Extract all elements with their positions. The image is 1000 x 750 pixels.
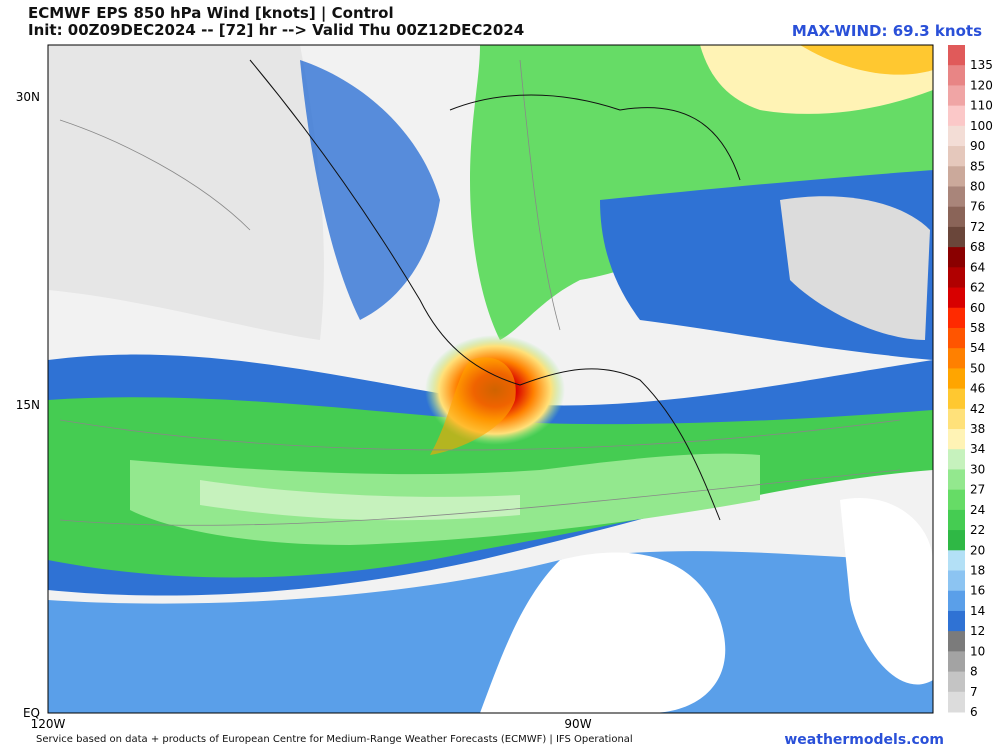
colorbar-swatch [948,408,965,430]
colorbar-label: 110 [970,99,993,113]
colorbar-swatch [948,287,965,309]
colorbar-swatch [948,226,965,248]
colorbar-label: 24 [970,503,985,517]
colorbar-label: 30 [970,462,985,476]
colorbar-swatch [948,166,965,187]
colorbar-label: 54 [970,341,985,355]
colorbar-swatch [948,388,965,410]
colorbar-label: 6 [970,705,978,719]
colorbar-swatch [948,368,965,390]
colorbar-label: 64 [970,260,985,274]
colorbar-label: 10 [970,644,985,658]
colorbar-label: 38 [970,422,985,436]
subtitle: Init: 00Z09DEC2024 -- [72] hr --> Valid … [28,21,525,39]
colorbar-label: 14 [970,604,985,618]
colorbar-swatch [948,651,965,673]
map-field [48,45,933,713]
colorbar-label: 20 [970,543,985,557]
lat-labels: 30N 15N EQ [16,90,40,720]
colorbar-label: 85 [970,159,985,173]
colorbar-label: 120 [970,78,993,92]
colorbar-label: 68 [970,240,985,254]
colorbar-swatch [948,267,965,289]
colorbar-swatch [948,610,965,632]
colorbar-swatch [948,671,965,693]
colorbar-label: 18 [970,564,985,578]
colorbar-label: 100 [970,119,993,133]
colorbar-label: 12 [970,624,985,638]
colorbar-swatch [948,327,965,349]
colorbar-swatch [948,105,965,127]
title: ECMWF EPS 850 hPa Wind [knots] | Control [28,4,394,22]
map-frame [47,44,934,714]
colorbar-label: 22 [970,523,985,537]
colorbar-label: 90 [970,139,985,153]
max-wind: MAX-WIND: 69.3 knots [791,22,982,40]
colorbar-swatch [948,146,965,167]
colorbar-label: 62 [970,281,985,295]
colorbar-swatch [948,550,965,572]
colorbar-swatch [948,469,965,491]
colorbar-swatch [948,509,965,531]
colorbar-label: 135 [970,58,993,72]
colorbar-swatch [948,489,965,511]
colorbar-swatch [948,530,965,551]
lat-label: 30N [16,90,40,104]
colorbar-label: 8 [970,665,978,679]
colorbar-label: 58 [970,321,985,335]
colorbar-swatch [948,206,965,228]
colorbar-swatch [948,307,965,329]
colorbar-swatch [948,691,965,713]
colorbar-label: 76 [970,200,985,214]
colorbar-label: 80 [970,179,985,193]
colorbar-label: 16 [970,584,985,598]
colorbar-swatch [948,348,965,369]
colorbar-label: 27 [970,483,985,497]
colorbar-swatch [948,590,965,612]
colorbar-swatch [948,45,965,66]
colorbar-swatch [948,125,965,147]
colorbar-swatch [948,65,965,86]
colorbar-label: 42 [970,402,985,416]
colorbar-swatch [948,429,965,450]
colorbar-label: 50 [970,361,985,375]
lon-labels: 120W 90W [31,717,592,731]
colorbar-swatch [948,570,965,592]
colorbar-swatch [948,247,965,268]
colorbar-swatch [948,631,965,652]
colorbar-swatch [948,186,965,208]
colorbar: 1351201101009085807672686462605854504642… [948,45,993,719]
colorbar-swatch [948,449,965,470]
lon-label: 120W [31,717,66,731]
colorbar-label: 34 [970,442,985,456]
colorbar-swatch [948,85,965,107]
credit: Service based on data + products of Euro… [36,734,633,745]
colorbar-label: 72 [970,220,985,234]
lat-label: EQ [23,706,40,720]
lat-label: 15N [16,398,40,412]
brand: weathermodels.com [784,732,944,748]
colorbar-label: 60 [970,301,985,315]
lon-label: 90W [564,717,591,731]
colorbar-label: 7 [970,685,978,699]
colorbar-label: 46 [970,382,985,396]
